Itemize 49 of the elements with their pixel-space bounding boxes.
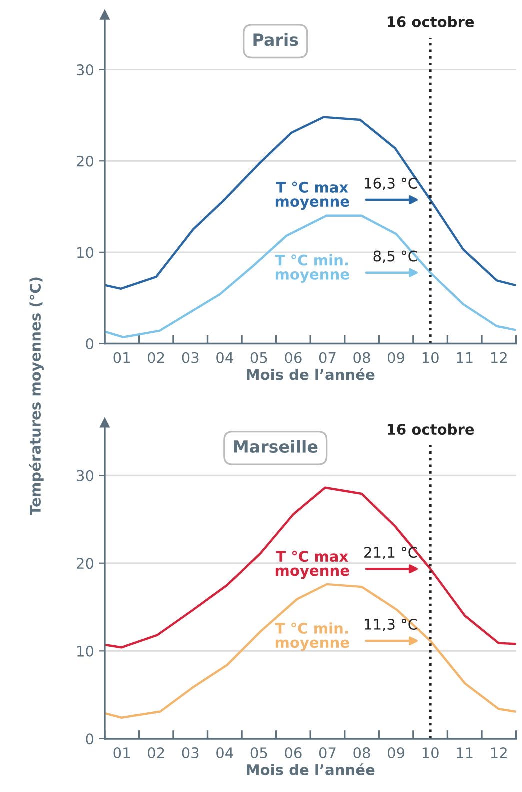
legend-label: T °C min. moyenne (275, 254, 350, 283)
y-tick-label: 10 (78, 646, 94, 657)
ref-line-label: 16 octobre (388, 16, 474, 28)
x-axis-title: Mois de l’année (247, 764, 375, 776)
text: Paris (254, 33, 298, 46)
x-tick-label: 09 (388, 748, 405, 759)
line-series (104, 583, 516, 719)
annotation: 21,1 °C (364, 547, 418, 560)
y-tick-label: 0 (86, 734, 94, 745)
line-series (104, 214, 516, 338)
x-tick-label: 03 (182, 352, 199, 364)
x-tick-label: 04 (216, 352, 234, 364)
annotation: 16,3 °C (365, 178, 418, 190)
x-tick-label: 07 (319, 748, 336, 759)
legend-label: T °C max moyenne (276, 182, 350, 210)
x-tick-label: 05 (250, 352, 268, 364)
y-axis-title: Températures moyennes (°C) (29, 278, 44, 516)
y-tick-label: 10 (78, 247, 94, 258)
line-series (104, 116, 516, 290)
y-tick-label: 20 (77, 558, 94, 570)
x-tick-label: 03 (182, 748, 199, 759)
x-tick-label: 10 (422, 748, 439, 759)
x-tick-label: 04 (216, 748, 234, 759)
x-axis-title: Mois de l’année (247, 368, 375, 380)
x-tick-label: 07 (319, 352, 336, 364)
x-tick-label: 12 (491, 748, 507, 758)
x-tick-label: 01 (114, 352, 130, 364)
x-tick-label: 02 (148, 748, 164, 759)
x-tick-label: 09 (388, 352, 405, 364)
legend-label: T °C min. moyenne (275, 622, 350, 652)
y-tick-label: 0 (86, 338, 94, 350)
y-tick-label: 20 (77, 156, 94, 167)
y-tick-label: 30 (77, 470, 94, 482)
legend-label: T °C max moyenne (276, 550, 350, 580)
x-tick-label: 11 (457, 748, 473, 758)
x-tick-label: 11 (457, 352, 473, 364)
ref-line-label: 16 octobre (388, 424, 474, 436)
x-tick-label: 05 (250, 748, 268, 759)
line-series (104, 486, 516, 649)
x-tick-label: 06 (285, 748, 302, 759)
x-tick-label: 08 (354, 748, 370, 759)
x-tick-label: 02 (148, 352, 164, 364)
x-tick-label: 01 (114, 748, 130, 759)
x-tick-label: 06 (285, 352, 302, 364)
x-tick-label: 10 (422, 352, 439, 364)
y-tick-label: 30 (77, 64, 94, 76)
x-tick-label: 08 (354, 352, 370, 364)
x-tick-label: 12 (491, 352, 507, 364)
text: Marseille (234, 440, 318, 454)
